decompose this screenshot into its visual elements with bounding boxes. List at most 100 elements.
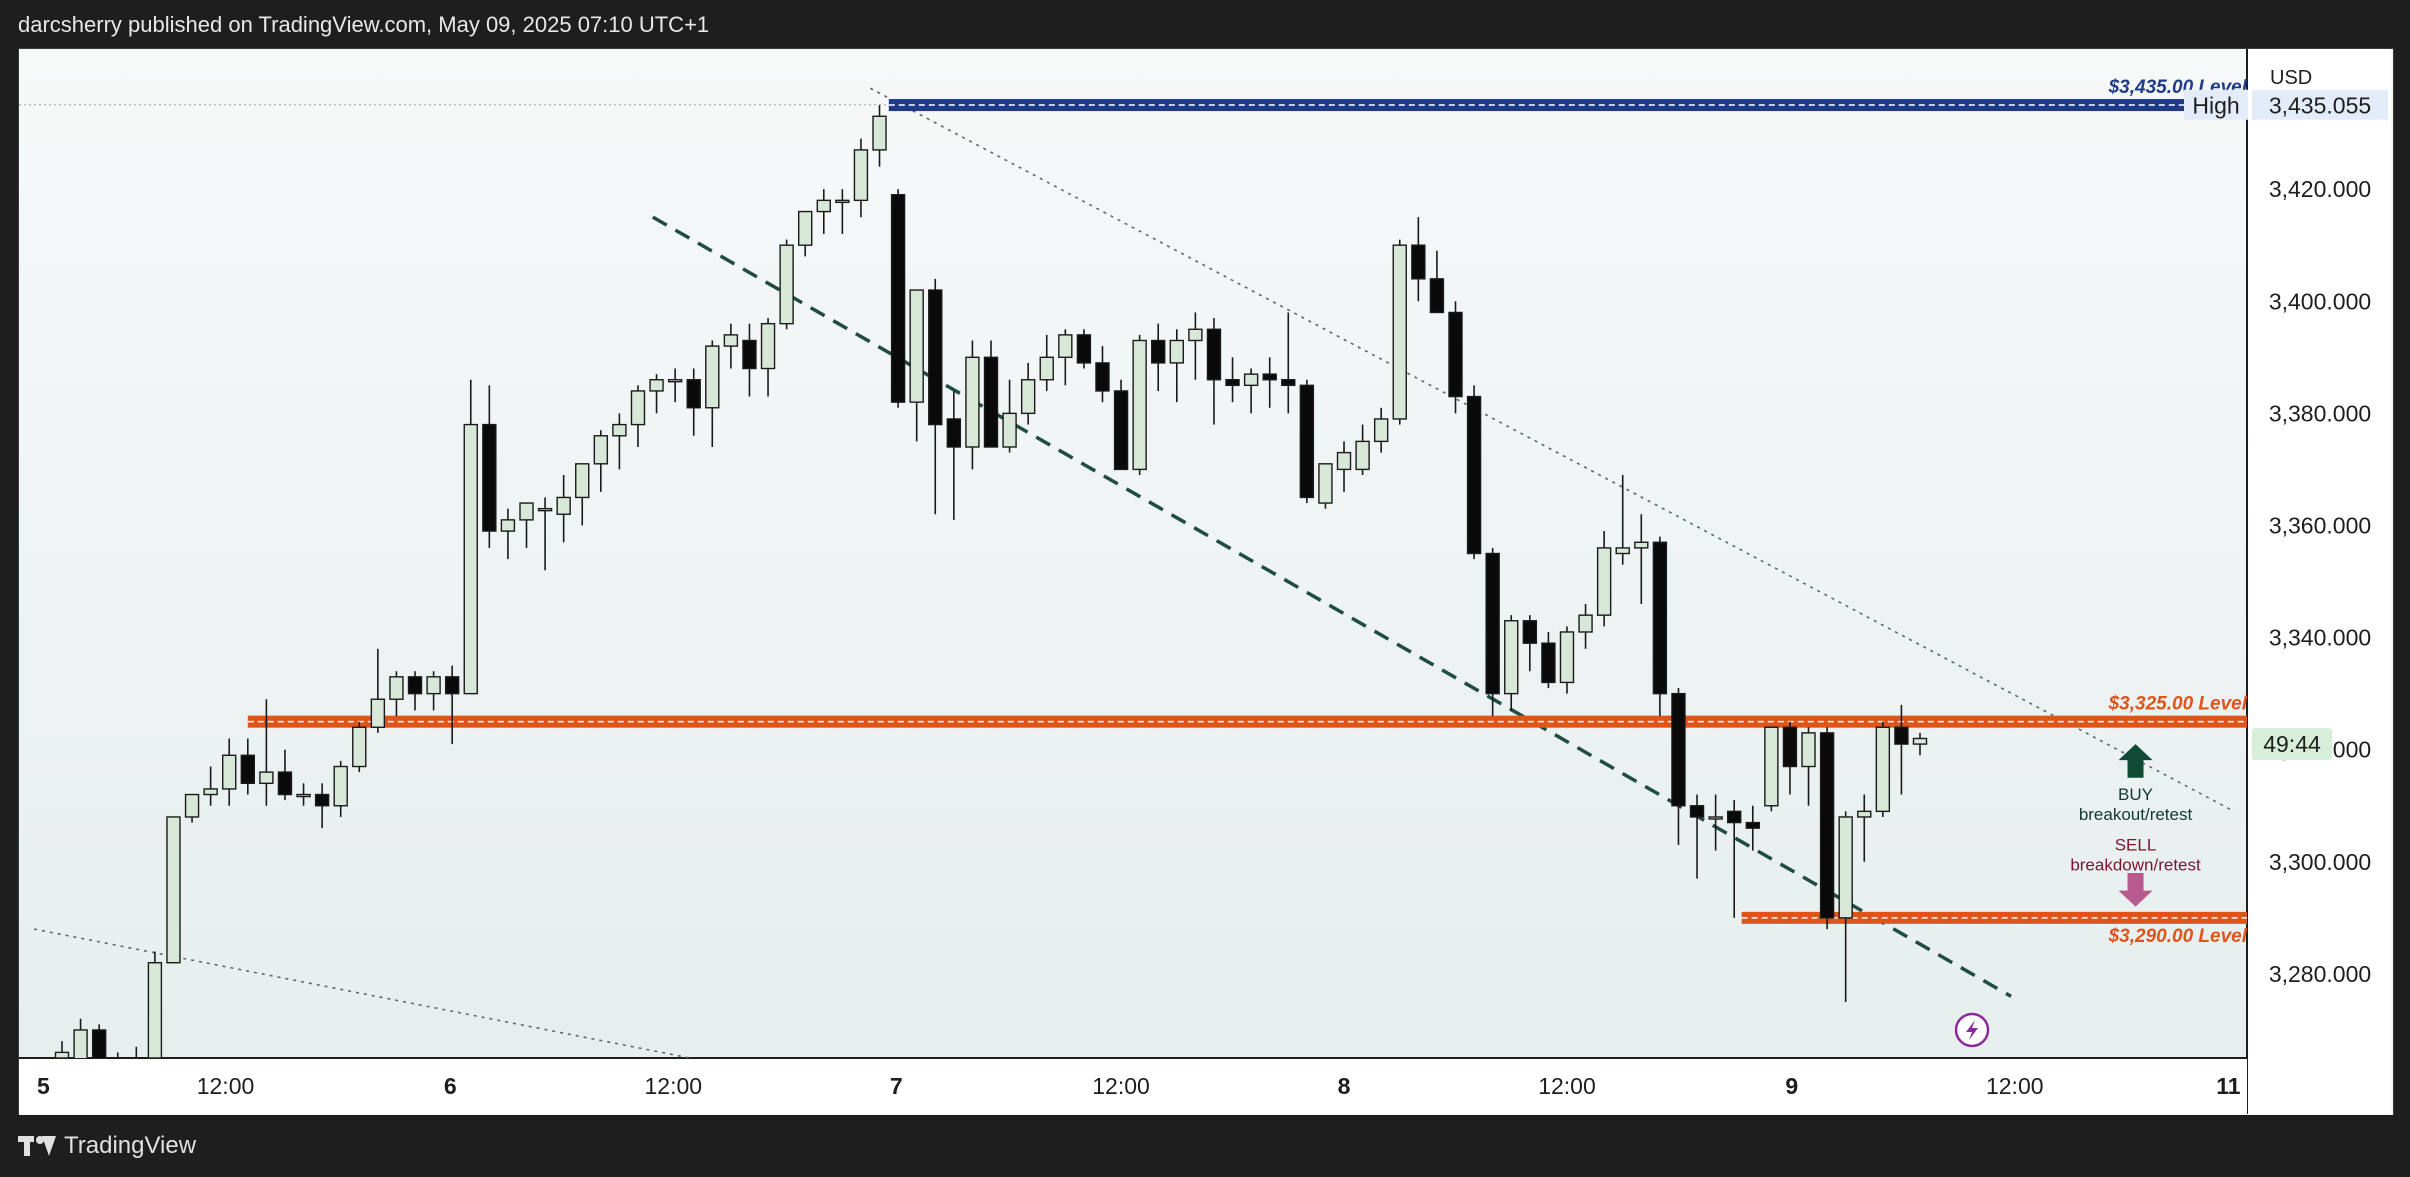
candle-body[interactable] [389,676,404,700]
candle-body[interactable] [649,379,664,392]
candle-body[interactable] [370,698,386,728]
plot-area[interactable] [19,49,2247,1058]
candle-body[interactable] [1671,692,1686,807]
sell-arrow[interactable] [2118,873,2153,907]
candle-body[interactable] [816,199,831,213]
candle-body[interactable] [593,435,609,465]
candle-body[interactable] [1912,737,1928,745]
candle-body[interactable] [1206,328,1222,381]
candle-body[interactable] [1578,614,1593,633]
candle-body[interactable] [1058,334,1073,359]
candle-body[interactable] [54,1051,70,1058]
candle-body[interactable] [1764,726,1779,807]
candle-body[interactable] [630,390,646,426]
candle-body[interactable] [352,726,367,768]
candle-body[interactable] [1373,418,1389,443]
candle-body[interactable] [1541,642,1556,684]
candle-body[interactable] [1522,620,1538,644]
candle-body[interactable] [463,423,478,695]
candle-body[interactable] [965,356,980,448]
candle-body[interactable] [760,322,776,370]
candle-body[interactable] [1020,379,1036,415]
candle-body[interactable] [1485,552,1500,695]
level-line-blue[interactable] [888,99,2247,112]
candle-body[interactable] [1838,816,1853,919]
candle-body[interactable] [537,507,553,512]
level-line-orange-top[interactable] [247,715,2247,728]
trendline-upper-dotted[interactable] [869,87,2235,813]
candle-body[interactable] [1132,339,1147,471]
candle-body[interactable] [1857,810,1872,818]
candle-body[interactable] [333,765,348,807]
candle-body[interactable] [1243,373,1259,387]
candle-body[interactable] [1504,620,1519,695]
candle-body[interactable] [872,115,887,151]
candle-body[interactable] [500,519,516,532]
candle-body[interactable] [1113,390,1129,471]
candle-body[interactable] [1188,328,1203,342]
trendline-channel-dashed[interactable] [651,215,2012,998]
candle-body[interactable] [909,289,924,403]
candle-body[interactable] [1002,412,1017,448]
candle-body[interactable] [91,1029,107,1064]
candle-body[interactable] [556,496,571,515]
candle-body[interactable] [259,771,274,785]
candle-body[interactable] [1355,440,1370,471]
candle-body[interactable] [1262,373,1277,381]
candle-body[interactable] [1819,732,1835,919]
candle-body[interactable] [575,463,590,499]
candle-body[interactable] [983,356,999,448]
candle-body[interactable] [742,339,757,370]
brand-footer[interactable]: TradingView [18,1132,196,1160]
candle-body[interactable] [612,423,627,437]
candle-body[interactable] [1875,726,1891,813]
candle-body[interactable] [686,379,701,409]
candle-body[interactable] [1169,339,1185,364]
candle-body[interactable] [73,1029,88,1064]
candle-body[interactable] [426,676,441,695]
candle-body[interactable] [1429,278,1445,314]
candle-body[interactable] [166,816,181,964]
candle-body[interactable] [1615,547,1630,555]
candle-body[interactable] [1559,631,1575,684]
candle-body[interactable] [519,502,534,521]
candle-body[interactable] [482,423,497,532]
candle-body[interactable] [222,754,237,790]
candle-body[interactable] [853,149,869,202]
candle-body[interactable] [1392,244,1407,420]
candle-body[interactable] [277,771,293,796]
candle-body[interactable] [779,244,794,325]
candle-body[interactable] [147,962,163,1058]
candle-body[interactable] [1634,541,1649,549]
candle-body[interactable] [705,345,720,409]
candle-body[interactable] [407,676,423,695]
candle-body[interactable] [1336,451,1352,471]
candle-body[interactable] [1894,726,1909,745]
time-axis[interactable] [19,1058,2247,1114]
candle-body[interactable] [1299,384,1315,499]
candle-body[interactable] [1801,732,1816,768]
candle-body[interactable] [1689,805,1705,818]
buy-arrow[interactable] [2118,744,2153,778]
candle-body[interactable] [314,793,330,807]
candle-body[interactable] [667,379,683,383]
candle-body[interactable] [1095,362,1110,392]
candle-body[interactable] [1466,395,1482,555]
candle-body[interactable] [1281,379,1296,387]
candle-body[interactable] [1411,244,1426,280]
candle-body[interactable] [1225,379,1240,387]
candle-body[interactable] [1596,547,1612,616]
candle-body[interactable] [798,210,813,246]
candle-body[interactable] [184,793,200,818]
candle-body[interactable] [1151,339,1166,364]
candle-body[interactable] [1039,356,1054,381]
candle-body[interactable] [1782,726,1798,768]
candle-body[interactable] [1745,821,1760,829]
candle-body[interactable] [240,754,256,785]
candle-body[interactable] [444,676,460,695]
candle-body[interactable] [890,194,906,403]
candle-body[interactable] [1318,463,1333,504]
price-axis[interactable] [2247,49,2391,1114]
candle-body[interactable] [835,199,850,204]
